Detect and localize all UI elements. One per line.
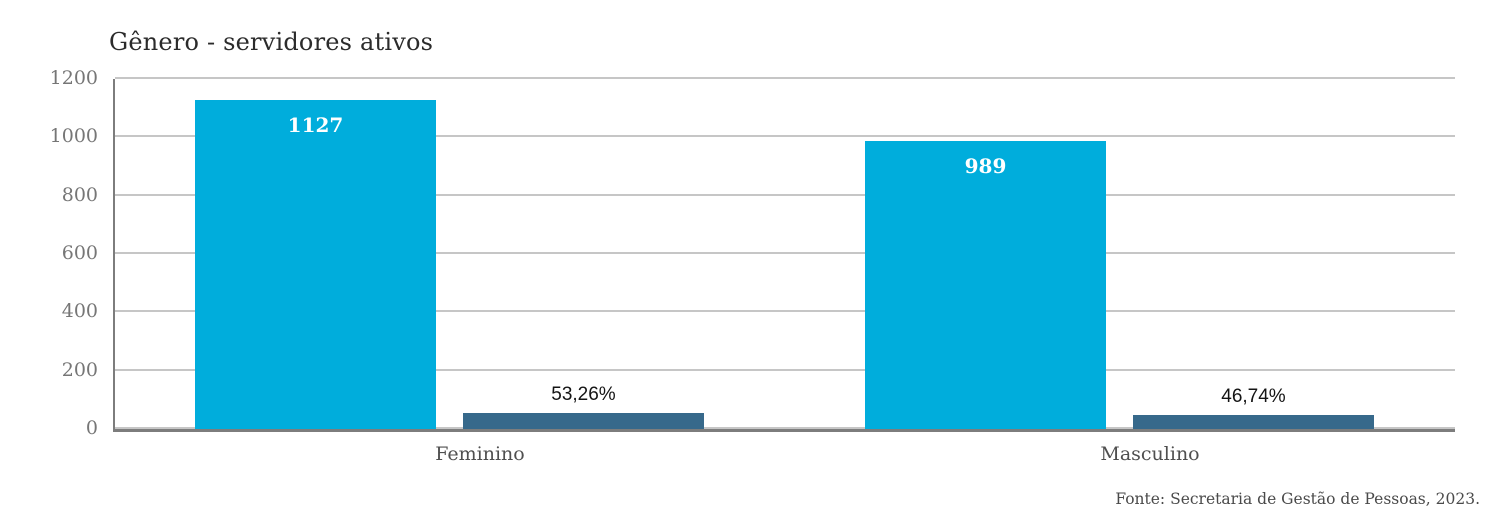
gridline-200 [115, 368, 1455, 371]
servidores-ativos-percent-bar-masculino: 46,74% [1133, 386, 1374, 429]
source-note: Fonte: Secretaria de Gestão de Pessoas, … [1115, 490, 1480, 508]
bar-value-label: 1127 [287, 113, 344, 138]
gridline-800 [115, 193, 1455, 196]
servidores-ativos-count-bar-masculino: 989 [865, 140, 1106, 429]
y-tick-label-0: 0 [85, 417, 98, 439]
bar-value-label: 989 [964, 153, 1007, 178]
x-category-label-feminino: Feminino [435, 443, 525, 465]
bar-value-label: 53,26% [551, 384, 616, 406]
y-tick-label-400: 400 [61, 300, 98, 323]
bar-value-label: 46,74% [1221, 386, 1286, 408]
gridline-1000 [115, 135, 1455, 138]
y-tick-label-800: 800 [61, 183, 98, 206]
chart-title: Gênero - servidores ativos [109, 28, 434, 56]
y-tick-label-1200: 1200 [49, 67, 98, 89]
y-tick-label-1000: 1000 [49, 125, 98, 148]
y-tick-label-600: 600 [61, 242, 98, 264]
x-category-label-masculino: Masculino [1100, 443, 1200, 465]
gridline-0 [115, 427, 1455, 429]
gridline-600 [115, 252, 1455, 254]
plot-area: 1127 989 53,26% 46,74% [113, 77, 1455, 432]
y-tick-label-200: 200 [61, 358, 98, 381]
servidores-ativos-percent-bar-feminino: 53,26% [463, 384, 704, 429]
gridline-400 [115, 310, 1455, 313]
gridline-1200 [115, 77, 1455, 79]
servidores-ativos-count-bar-feminino: 1127 [195, 100, 436, 429]
